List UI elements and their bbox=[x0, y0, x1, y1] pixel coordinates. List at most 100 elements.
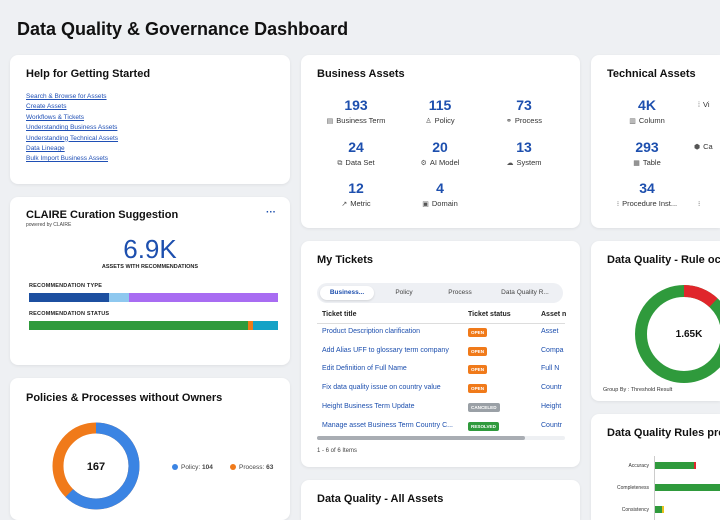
asset-link[interactable]: Countr bbox=[541, 384, 563, 392]
help-link[interactable]: Understanding Technical Assets bbox=[26, 134, 119, 142]
tab-data-quality-rules[interactable]: Data Quality R... bbox=[501, 289, 549, 296]
table-row[interactable]: Add Alias UFF to glossary term company OP… bbox=[301, 342, 565, 361]
metric-value: 4 bbox=[436, 180, 444, 196]
legend-process: Process: 63 bbox=[230, 464, 273, 471]
table-row[interactable]: Manage asset Business Term Country C... R… bbox=[301, 417, 565, 436]
help-links: Search & Browse for Assets Create Assets… bbox=[26, 92, 118, 165]
claire-big-value: 6.9K bbox=[123, 234, 177, 264]
ticket-title-link[interactable]: Height Business Term Update bbox=[322, 402, 415, 410]
metric-data-set[interactable]: 24 ⧉ Data Set bbox=[311, 139, 401, 168]
policies-donut-center: 167 bbox=[87, 461, 105, 473]
donut-slice-fail bbox=[635, 285, 720, 383]
process-icon: ⚭ bbox=[506, 118, 512, 125]
metric-procedure-instance[interactable]: 34 ⁝ Procedure Inst... bbox=[602, 180, 692, 208]
table-scrollbar[interactable] bbox=[317, 436, 565, 440]
table-row[interactable]: Product Description clarification OPEN Ass… bbox=[301, 323, 565, 342]
dq-all-assets-card: Data Quality - All Assets bbox=[301, 480, 580, 520]
help-link[interactable]: Search & Browse for Assets bbox=[26, 93, 107, 100]
help-link[interactable]: Bulk Import Business Assets bbox=[26, 155, 109, 163]
technical-assets-card: Technical Assets 4K ▥ Column ⁞ Vi 293 ▦ Table… bbox=[591, 55, 720, 228]
claire-big-label: ASSETS WITH RECOMMENDATIONS bbox=[101, 264, 199, 270]
column-header-status[interactable]: Ticket status bbox=[468, 311, 511, 318]
recommendation-status-bar bbox=[29, 321, 278, 330]
ticket-pagination: 1 - 6 of 6 Items bbox=[317, 448, 358, 454]
metric-more[interactable]: ⁝ bbox=[686, 180, 720, 208]
asset-link[interactable]: Asset bbox=[541, 328, 559, 335]
metric-business-term[interactable]: 193 ▤ Business Term bbox=[311, 97, 401, 125]
recommendation-status-label: RECOMMENDATION STATUS bbox=[29, 311, 110, 317]
header-divider bbox=[317, 323, 565, 324]
metric-metric[interactable]: 12 ↗ Metric bbox=[311, 180, 401, 208]
dataset-icon: ⧉ bbox=[337, 160, 343, 167]
claire-card-title: CLAIRE Curation Suggestion bbox=[26, 209, 179, 221]
dq-rule-title: Data Quality - Rule occu bbox=[607, 254, 720, 266]
type-segment bbox=[108, 293, 129, 302]
metric-view[interactable]: ⁞ Vi bbox=[686, 97, 720, 109]
cube-icon: ⬢ bbox=[694, 144, 701, 151]
procedure-icon: ⁝ bbox=[616, 201, 620, 208]
asset-link[interactable]: Compa bbox=[541, 346, 564, 354]
metric-value: 193 bbox=[344, 97, 368, 113]
metric-icon: ↗ bbox=[341, 201, 348, 208]
dq-rule-center: 1.65K bbox=[676, 329, 703, 340]
asset-link[interactable]: Full N bbox=[541, 365, 560, 373]
column-header-title[interactable]: Ticket title bbox=[322, 311, 357, 318]
ticket-title-link[interactable]: Edit Definition of Full Name bbox=[322, 365, 407, 373]
metric-label: ⁝ bbox=[686, 199, 720, 208]
profile-label: Completeness bbox=[617, 485, 649, 491]
table-row[interactable]: Fix data quality issue on country value O… bbox=[301, 379, 565, 398]
ticket-title-link[interactable]: Product Description clarification bbox=[322, 328, 421, 335]
metric-column[interactable]: 4K ▥ Column bbox=[602, 97, 692, 125]
ticket-title-link[interactable]: Add Alias UFF to glossary term company bbox=[322, 346, 449, 354]
metric-label: ⁞ Vi bbox=[698, 100, 710, 109]
metric-label: ▥ Column bbox=[629, 116, 665, 125]
help-card-title: Help for Getting Started bbox=[26, 68, 151, 80]
legend-value: 63 bbox=[266, 464, 274, 471]
legend-dot-process bbox=[230, 464, 236, 470]
metric-value: 24 bbox=[348, 139, 364, 155]
metric-label: ↗ Metric bbox=[341, 199, 371, 208]
metric-label: ▦ Table bbox=[633, 158, 661, 167]
recommendation-type-label: RECOMMENDATION TYPE bbox=[29, 283, 103, 289]
profile-bar-fail bbox=[693, 462, 696, 469]
metric-domain[interactable]: 4 ▣ Domain bbox=[395, 180, 485, 208]
tab-business[interactable]: Business... bbox=[320, 286, 374, 300]
asset-link[interactable]: Height bbox=[541, 402, 562, 410]
metric-system[interactable]: 13 ☁ System bbox=[479, 139, 569, 167]
technical-assets-title: Technical Assets bbox=[607, 68, 696, 80]
help-link[interactable]: Workflows & Tickets bbox=[26, 113, 85, 121]
metric-label: ▣ Domain bbox=[422, 199, 458, 208]
table-row[interactable]: Edit Definition of Full Name OPEN Full N bbox=[301, 360, 565, 379]
help-link[interactable]: Create Assets bbox=[26, 103, 67, 111]
column-header-asset[interactable]: Asset n bbox=[541, 311, 567, 318]
help-link[interactable]: Understanding Business Assets bbox=[26, 124, 118, 132]
status-badge: OPEN bbox=[468, 346, 488, 356]
profile-bar-pass bbox=[655, 484, 720, 491]
table-row[interactable]: Height Business Term Update CANCELED Heigh… bbox=[301, 398, 565, 417]
business-assets-title: Business Assets bbox=[317, 68, 405, 80]
claire-menu-button[interactable]: ··· bbox=[266, 207, 276, 218]
metric-label: ⧉ Data Set bbox=[337, 158, 375, 167]
ticket-title-link[interactable]: Manage asset Business Term Country C... bbox=[322, 421, 453, 429]
claire-card: CLAIRE Curation Suggestion powered by CL… bbox=[10, 197, 290, 365]
tab-policy[interactable]: Policy bbox=[395, 289, 413, 296]
legend-dot-policy bbox=[172, 464, 178, 470]
metric-table[interactable]: 293 ▦ Table bbox=[602, 139, 692, 167]
help-link[interactable]: Data Lineage bbox=[26, 145, 65, 153]
ai-model-icon: ⚙ bbox=[420, 160, 427, 167]
metric-policy[interactable]: 115 ♙ Policy bbox=[395, 97, 485, 125]
type-segment bbox=[128, 293, 278, 302]
scrollbar-thumb[interactable] bbox=[317, 436, 525, 440]
metric-ai-model[interactable]: 20 ⚙ AI Model bbox=[395, 139, 485, 167]
asset-link[interactable]: Countr bbox=[541, 421, 563, 429]
metric-process[interactable]: 73 ⚭ Process bbox=[479, 97, 569, 125]
metric-value: 4K bbox=[638, 97, 656, 113]
metric-value: 73 bbox=[516, 97, 532, 113]
ticket-title-link[interactable]: Fix data quality issue on country value bbox=[322, 384, 441, 392]
metric-cube[interactable]: ⬢ Ca bbox=[686, 139, 720, 151]
profile-bar-pass bbox=[655, 506, 662, 513]
business-assets-card: Business Assets 193 ▤ Business Term 115 ♙ Po… bbox=[301, 55, 580, 228]
page-title: Data Quality & Governance Dashboard bbox=[17, 19, 349, 39]
table-icon: ▦ bbox=[633, 160, 640, 167]
tab-process[interactable]: Process bbox=[448, 289, 472, 296]
